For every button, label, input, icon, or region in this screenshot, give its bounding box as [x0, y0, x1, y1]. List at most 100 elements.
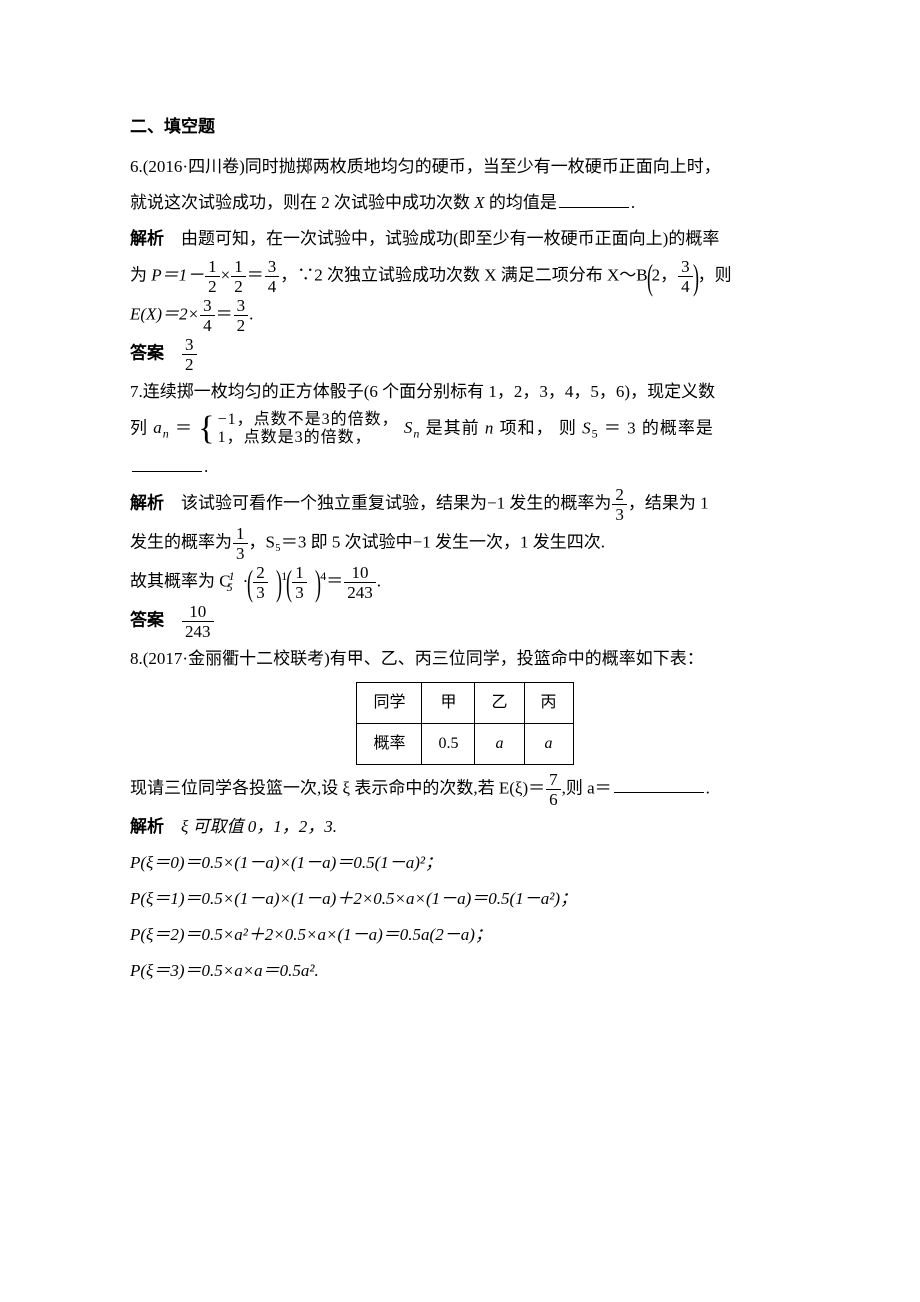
q8-stem-b-prefix: 现请三位同学各投篮一次,设 ξ 表示命中的次数,若 E(ξ)＝: [130, 778, 545, 797]
q6-source: (2016·四川卷): [143, 157, 245, 176]
q7-stem-line2: 列 an ＝ {−1，点数不是3的倍数，1，点数是3的倍数， Sn 是其前 n …: [130, 411, 800, 448]
q8-stem-b-after: ,则 a＝: [562, 778, 612, 797]
q8-blank: [614, 777, 704, 793]
q6-frac-1-2b: 12: [231, 258, 246, 295]
open-paren-icon: (: [247, 565, 253, 601]
q6-solution-line1: 解析 由题可知，在一次试验中，试验成功(即至少有一枚硬币正面向上)的概率: [130, 222, 800, 256]
q7-frac-2-3: 23: [612, 486, 627, 523]
q7-sol-b-prefix: 发生的概率为: [130, 532, 232, 551]
q8-stem-line1: 8.(2017·金丽衢十二校联考)有甲、乙、丙三位同学，投篮命中的概率如下表：: [130, 642, 800, 676]
q7-stem-b-prefix: 列: [130, 418, 153, 437]
page: 二、填空题 6.(2016·四川卷)同时抛掷两枚质地均匀的硬币，当至少有一枚硬币…: [0, 0, 920, 1302]
table-header: 甲: [422, 683, 475, 724]
open-paren-icon: (: [286, 565, 292, 601]
q6-frac-3-4b: 34: [200, 297, 215, 334]
q6-stem-b: 就说这次试验成功，则在 2 次试验中成功次数: [130, 193, 474, 212]
table-cell: 概率: [357, 724, 422, 765]
q6-var-X: X: [474, 193, 484, 212]
q6-sol-b-after: ，∵2 次独立试验成功次数 X 满足二项分布 X～B: [280, 265, 647, 284]
q8-frac-7-6: 76: [546, 771, 561, 808]
q7-C-sub: 5: [227, 580, 233, 594]
table-row: 同学 甲 乙 丙: [357, 683, 573, 724]
q6-stem-c: 的均值是: [485, 193, 557, 212]
q7-stem-a: 连续掷一枚均匀的正方体骰子(6 个面分别标有 1，2，3，4，5，6)，现定义数: [143, 382, 715, 401]
section-title: 二、填空题: [130, 110, 800, 144]
q6-times: ×: [221, 265, 231, 284]
q6-sol-c-eq: ＝: [216, 304, 233, 323]
close-paren-icon: ): [276, 565, 282, 601]
q6-sol-a: 由题可知，在一次试验中，试验成功(即至少有一枚硬币正面向上)的概率: [181, 229, 719, 248]
q8-sol-p1: P(ξ＝1)＝0.5×(1－a)×(1－a)＋2×0.5×a×(1－a)＝0.5…: [130, 882, 800, 916]
solution-label: 解析: [130, 817, 164, 836]
q6-frac-3-2: 32: [234, 297, 249, 334]
q7-sol-c-prefix: 故其概率为 C: [130, 571, 231, 590]
q8-period: .: [706, 778, 710, 797]
brace-icon: {: [198, 414, 215, 444]
q8-solution-line1: 解析 ξ 可取值 0，1，2，3.: [130, 810, 800, 844]
q6-stem-line2: 就说这次试验成功，则在 2 次试验中成功次数 X 的均值是.: [130, 186, 800, 220]
q7-number: 7.: [130, 382, 143, 401]
q7-blank: [132, 455, 202, 471]
q6-eq2: ＝: [247, 265, 264, 284]
q7-res: 10243: [344, 564, 376, 601]
q7-frac-1-3: 13: [233, 525, 248, 562]
q6-frac-3-4: 34: [265, 258, 280, 295]
open-paren-icon: (: [647, 259, 653, 295]
q6-sol-b-tail: ，则: [698, 265, 732, 284]
q7-sol-a-after: ，结果为 1: [628, 493, 709, 512]
answer-label: 答案: [130, 610, 164, 629]
q7-sol-b-after: ，S₅＝3 即 5 次试验中−1 发生一次，1 发生四次.: [249, 532, 605, 551]
q8-table: 同学 甲 乙 丙 概率 0.5 a a: [356, 682, 573, 765]
q6-sol-c-period: .: [249, 304, 253, 323]
q7-stem-line3: .: [130, 450, 800, 484]
table-row: 概率 0.5 a a: [357, 724, 573, 765]
q8-sol-a: ξ 可取值 0，1，2，3.: [181, 817, 337, 836]
q6-number: 6.: [130, 157, 143, 176]
q6-answer: 答案 32: [130, 336, 800, 373]
q6-sol-b-eq1: P＝1－: [151, 265, 204, 284]
q7-period: .: [377, 571, 381, 590]
q6-sol-b-prefix: 为: [130, 265, 151, 284]
q7-p2: 13: [292, 564, 307, 601]
q8-stem-a: 有甲、乙、丙三位同学，投篮命中的概率如下表：: [330, 649, 704, 668]
solution-label: 解析: [130, 493, 164, 512]
close-paren-icon: ): [315, 565, 321, 601]
close-paren-icon: ): [693, 259, 699, 295]
table-header: 乙: [475, 683, 524, 724]
table-cell: a: [475, 724, 524, 765]
q6-solution-line3: E(X)＝2×34＝32.: [130, 297, 800, 334]
answer-label: 答案: [130, 343, 164, 362]
q7-p1: 23: [253, 564, 268, 601]
q6-sol-c-prefix: E(X)＝2×: [130, 304, 199, 323]
q6-solution-line2: 为 P＝1－12×12＝34，∵2 次独立试验成功次数 X 满足二项分布 X～B…: [130, 258, 800, 295]
table-header: 同学: [357, 683, 422, 724]
q8-source: (2017·金丽衢十二校联考): [143, 649, 330, 668]
q6-frac-1-2a: 12: [205, 258, 220, 295]
q7-answer-frac: 10243: [182, 603, 214, 640]
table-cell: 0.5: [422, 724, 475, 765]
q7-answer: 答案 10243: [130, 603, 800, 640]
q6-bin-p: 34: [678, 258, 693, 295]
q7-Sn: Sn: [404, 418, 421, 437]
table-header: 丙: [524, 683, 573, 724]
q8-stem-line2: 现请三位同学各投篮一次,设 ξ 表示命中的次数,若 E(ξ)＝76,则 a＝.: [130, 771, 800, 808]
solution-label: 解析: [130, 229, 164, 248]
q7-solution-line3: 故其概率为 C15·(23 )1(13 )4＝10243.: [130, 564, 800, 601]
q7-solution-line1: 解析 该试验可看作一个独立重复试验，结果为−1 发生的概率为23，结果为 1: [130, 486, 800, 523]
q7-eq-res: ＝: [326, 571, 343, 590]
table-cell: a: [524, 724, 573, 765]
q8-sol-p0: P(ξ＝0)＝0.5×(1－a)×(1－a)＝0.5(1－a)²；: [130, 846, 800, 880]
q7-solution-line2: 发生的概率为13，S₅＝3 即 5 次试验中−1 发生一次，1 发生四次.: [130, 525, 800, 562]
q7-sol-a: 该试验可看作一个独立重复试验，结果为−1 发生的概率为: [181, 493, 611, 512]
q8-sol-p2: P(ξ＝2)＝0.5×a²＋2×0.5×a×(1－a)＝0.5a(2－a)；: [130, 918, 800, 952]
q6-stem-line1: 6.(2016·四川卷)同时抛掷两枚质地均匀的硬币，当至少有一枚硬币正面向上时，: [130, 150, 800, 184]
q7-eq: ＝: [170, 418, 199, 437]
q6-answer-frac: 32: [182, 336, 197, 373]
q6-stem-a: 同时抛掷两枚质地均匀的硬币，当至少有一枚硬币正面向上时，: [245, 157, 721, 176]
q7-stem-line1: 7.连续掷一枚均匀的正方体骰子(6 个面分别标有 1，2，3，4，5，6)，现定…: [130, 375, 800, 409]
q8-sol-p3: P(ξ＝3)＝0.5×a×a＝0.5a².: [130, 954, 800, 988]
q7-an: an: [153, 418, 170, 437]
q8-number: 8.: [130, 649, 143, 668]
q6-blank: [559, 192, 629, 208]
q7-piecewise: −1，点数不是3的倍数，1，点数是3的倍数，: [218, 411, 399, 448]
